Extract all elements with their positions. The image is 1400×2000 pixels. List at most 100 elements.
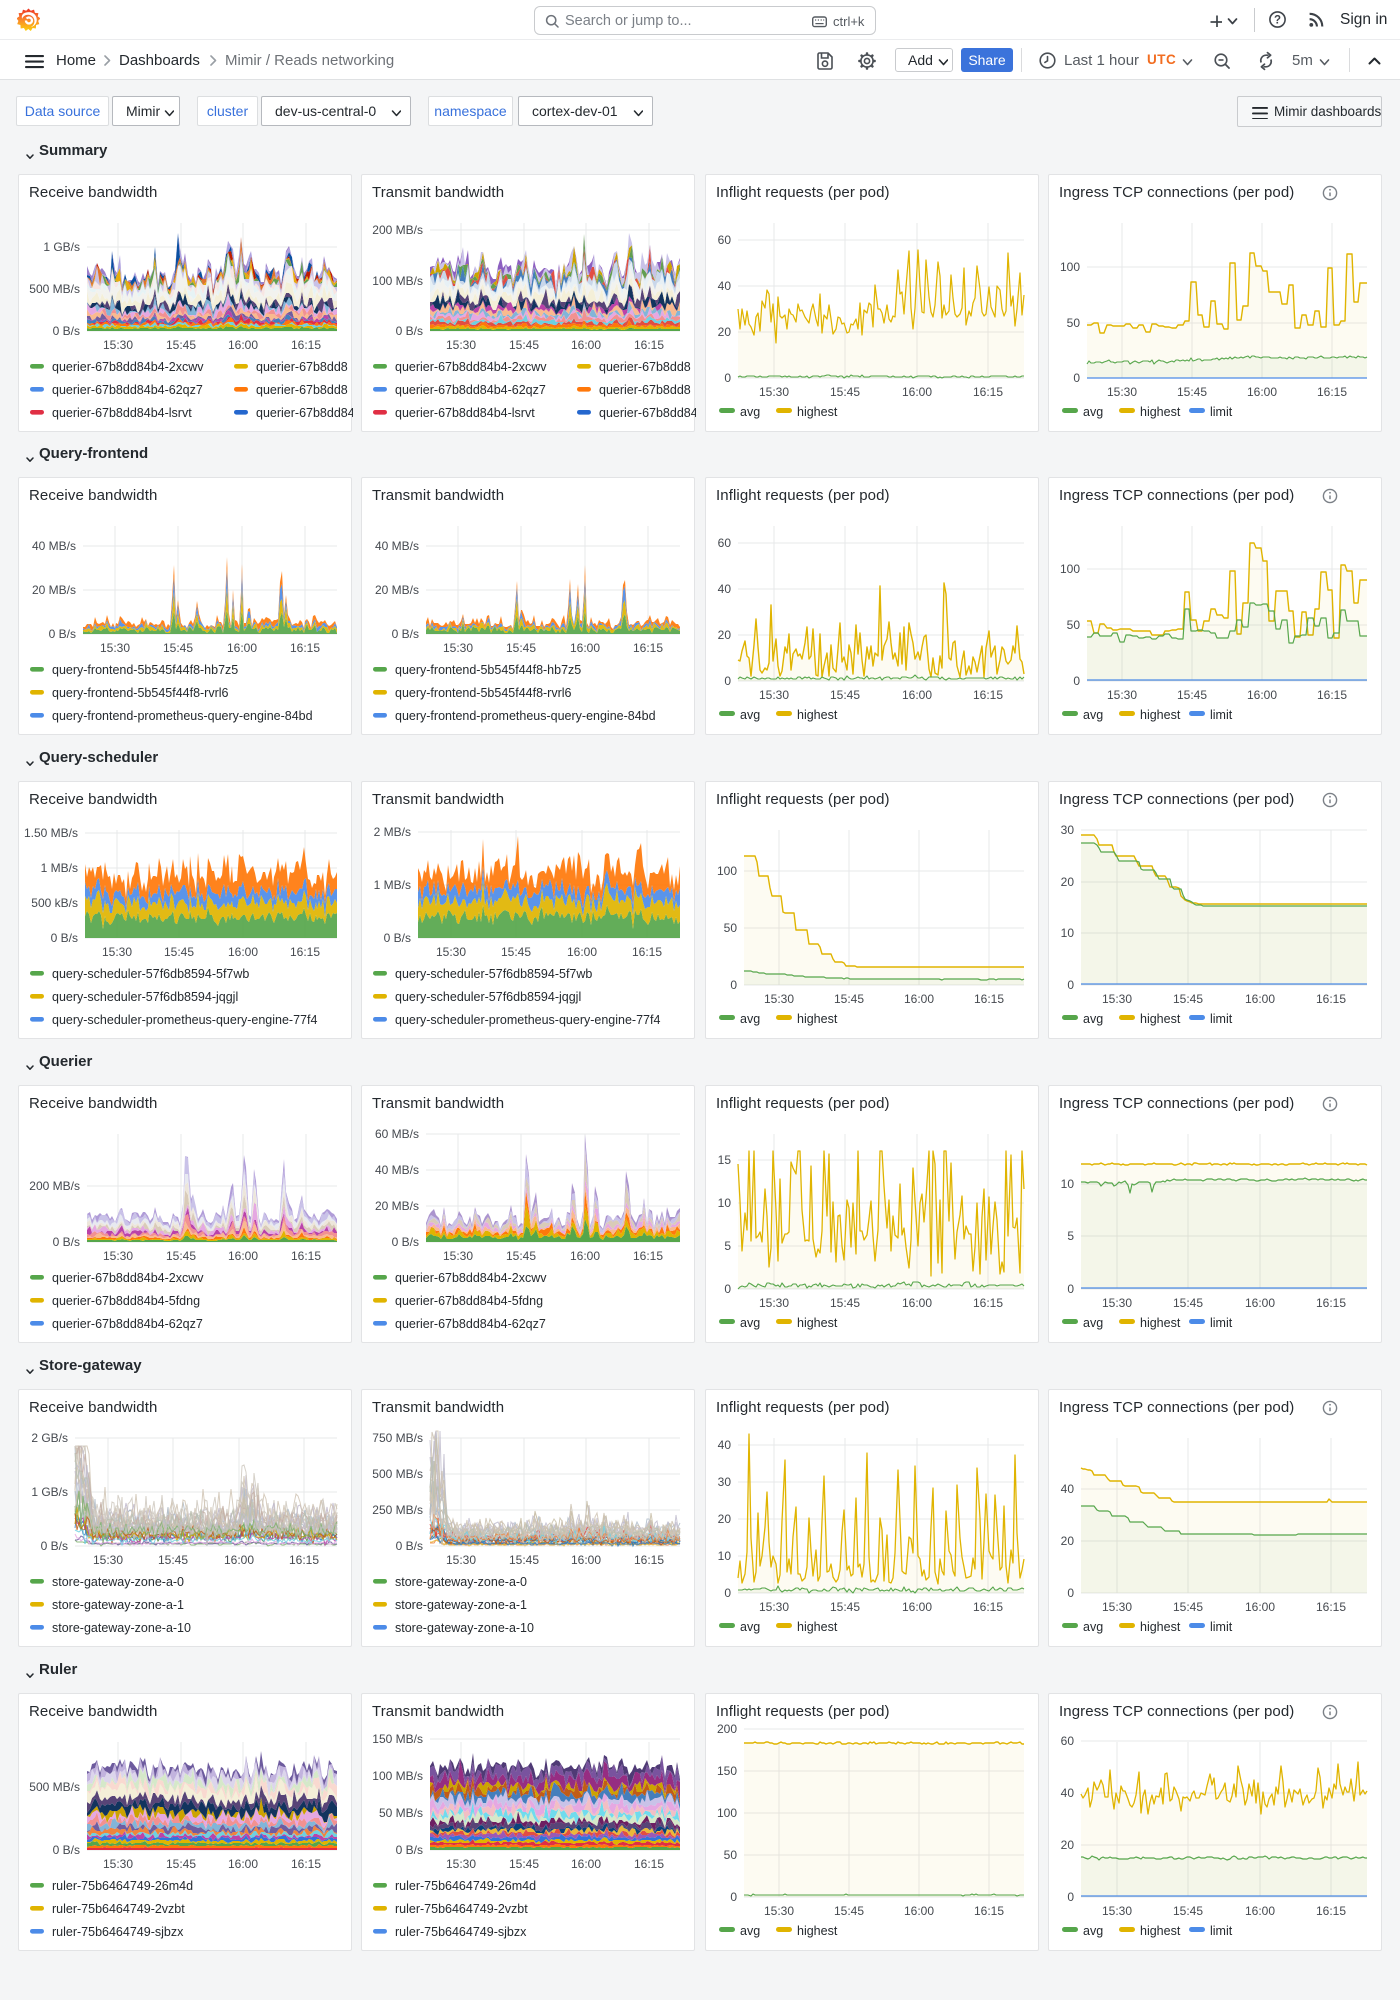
svg-text:1 GB/s: 1 GB/s xyxy=(31,1485,68,1499)
svg-text:50 MB/s: 50 MB/s xyxy=(379,1806,423,1820)
svg-text:16:00: 16:00 xyxy=(228,1857,258,1871)
svg-text:500 kB/s: 500 kB/s xyxy=(31,896,78,910)
svg-text:60: 60 xyxy=(718,536,732,550)
svg-text:20 MB/s: 20 MB/s xyxy=(375,583,419,597)
svg-text:limit: limit xyxy=(1210,405,1233,419)
svg-text:16:00: 16:00 xyxy=(571,338,601,352)
svg-text:100: 100 xyxy=(717,1806,737,1820)
svg-text:query-frontend-5b545f44f8-rvrl: query-frontend-5b545f44f8-rvrl6 xyxy=(395,686,572,700)
svg-text:10: 10 xyxy=(1061,1177,1075,1191)
svg-text:15:30: 15:30 xyxy=(100,641,130,655)
svg-text:0: 0 xyxy=(724,674,731,688)
svg-text:ruler-75b6464749-2vzbt: ruler-75b6464749-2vzbt xyxy=(52,1902,185,1916)
svg-text:16:15: 16:15 xyxy=(1317,385,1347,399)
svg-text:avg: avg xyxy=(1083,708,1103,722)
svg-text:16:00: 16:00 xyxy=(228,945,258,959)
svg-text:15:45: 15:45 xyxy=(1177,688,1207,702)
svg-text:16:15: 16:15 xyxy=(291,1249,321,1263)
svg-text:store-gateway-zone-a-0: store-gateway-zone-a-0 xyxy=(52,1575,184,1589)
svg-text:0: 0 xyxy=(1067,1586,1074,1600)
svg-text:40 MB/s: 40 MB/s xyxy=(375,1163,419,1177)
svg-text:16:15: 16:15 xyxy=(290,945,320,959)
svg-text:0 B/s: 0 B/s xyxy=(41,1539,68,1553)
svg-text:1 MB/s: 1 MB/s xyxy=(41,861,78,875)
svg-text:ruler-75b6464749-2vzbt: ruler-75b6464749-2vzbt xyxy=(395,1902,528,1916)
svg-text:30: 30 xyxy=(1061,823,1075,837)
svg-text:limit: limit xyxy=(1210,1924,1233,1938)
svg-text:avg: avg xyxy=(1083,405,1103,419)
svg-text:1 GB/s: 1 GB/s xyxy=(43,240,80,254)
svg-text:16:15: 16:15 xyxy=(974,992,1004,1006)
svg-text:20: 20 xyxy=(718,325,732,339)
svg-text:0: 0 xyxy=(730,978,737,992)
svg-text:querier-67b8dd84b4-62qz7: querier-67b8dd84b4-62qz7 xyxy=(52,1317,203,1331)
svg-text:100 MB/s: 100 MB/s xyxy=(372,274,423,288)
svg-text:15:30: 15:30 xyxy=(443,1249,473,1263)
svg-text:avg: avg xyxy=(740,708,760,722)
svg-text:15:30: 15:30 xyxy=(103,338,133,352)
svg-text:100 MB/s: 100 MB/s xyxy=(372,1769,423,1783)
svg-text:40: 40 xyxy=(718,582,732,596)
svg-text:15:45: 15:45 xyxy=(158,1553,188,1567)
svg-text:16:00: 16:00 xyxy=(227,641,257,655)
svg-text:200 MB/s: 200 MB/s xyxy=(29,1179,80,1193)
svg-text:16:15: 16:15 xyxy=(973,688,1003,702)
svg-text:limit: limit xyxy=(1210,1012,1233,1026)
svg-text:ruler-75b6464749-sjbzx: ruler-75b6464749-sjbzx xyxy=(52,1925,184,1939)
svg-text:store-gateway-zone-a-10: store-gateway-zone-a-10 xyxy=(52,1621,191,1635)
svg-text:0 B/s: 0 B/s xyxy=(392,627,419,641)
svg-text:15:45: 15:45 xyxy=(1173,1904,1203,1918)
svg-text:15:45: 15:45 xyxy=(834,1904,864,1918)
svg-text:querier-67b8dd84b4-lsrvt: querier-67b8dd84b4-lsrvt xyxy=(52,406,192,420)
svg-text:querier-67b8dd84b4-2xcwv: querier-67b8dd84b4-2xcwv xyxy=(395,360,547,374)
svg-text:15:45: 15:45 xyxy=(1177,385,1207,399)
svg-text:20: 20 xyxy=(718,1512,732,1526)
svg-text:query-scheduler-57f6db8594-5f7: query-scheduler-57f6db8594-5f7wb xyxy=(52,967,249,981)
svg-text:16:00: 16:00 xyxy=(904,992,934,1006)
svg-text:50: 50 xyxy=(724,921,738,935)
svg-text:15:45: 15:45 xyxy=(506,1249,536,1263)
svg-text:16:00: 16:00 xyxy=(902,1296,932,1310)
svg-text:16:15: 16:15 xyxy=(291,338,321,352)
svg-text:16:00: 16:00 xyxy=(1245,992,1275,1006)
svg-text:16:00: 16:00 xyxy=(228,1249,258,1263)
svg-text:16:00: 16:00 xyxy=(904,1904,934,1918)
svg-text:15:45: 15:45 xyxy=(830,1296,860,1310)
svg-text:15:45: 15:45 xyxy=(830,688,860,702)
svg-text:query-frontend-prometheus-quer: query-frontend-prometheus-query-engine-8… xyxy=(395,709,656,723)
svg-text:750 MB/s: 750 MB/s xyxy=(372,1431,423,1445)
svg-text:0 B/s: 0 B/s xyxy=(51,931,78,945)
svg-text:16:15: 16:15 xyxy=(973,1600,1003,1614)
svg-text:40: 40 xyxy=(718,279,732,293)
svg-text:16:15: 16:15 xyxy=(633,1249,663,1263)
svg-text:0: 0 xyxy=(1073,371,1080,385)
svg-text:highest: highest xyxy=(1140,1924,1181,1938)
svg-text:16:00: 16:00 xyxy=(902,1600,932,1614)
svg-text:15:30: 15:30 xyxy=(103,1249,133,1263)
svg-text:avg: avg xyxy=(740,1924,760,1938)
svg-text:10: 10 xyxy=(1061,926,1075,940)
svg-text:avg: avg xyxy=(740,1012,760,1026)
svg-text:40: 40 xyxy=(1061,1482,1075,1496)
svg-text:highest: highest xyxy=(797,1012,838,1026)
svg-text:15:45: 15:45 xyxy=(830,1600,860,1614)
svg-text:15:30: 15:30 xyxy=(93,1553,123,1567)
svg-text:store-gateway-zone-a-10: store-gateway-zone-a-10 xyxy=(395,1621,534,1635)
svg-text:15:45: 15:45 xyxy=(166,1857,196,1871)
svg-text:2 GB/s: 2 GB/s xyxy=(31,1431,68,1445)
svg-text:16:15: 16:15 xyxy=(974,1904,1004,1918)
svg-text:0 B/s: 0 B/s xyxy=(396,1843,423,1857)
svg-text:15:30: 15:30 xyxy=(446,338,476,352)
svg-text:16:00: 16:00 xyxy=(570,1249,600,1263)
svg-text:15:30: 15:30 xyxy=(1102,1904,1132,1918)
svg-text:60: 60 xyxy=(718,233,732,247)
svg-text:10: 10 xyxy=(718,1549,732,1563)
svg-text:0: 0 xyxy=(724,371,731,385)
svg-text:15:30: 15:30 xyxy=(759,1600,789,1614)
svg-text:200 MB/s: 200 MB/s xyxy=(372,223,423,237)
svg-text:avg: avg xyxy=(1083,1620,1103,1634)
svg-text:ruler-75b6464749-26m4d: ruler-75b6464749-26m4d xyxy=(52,1879,193,1893)
svg-text:15:30: 15:30 xyxy=(446,1553,476,1567)
svg-text:16:15: 16:15 xyxy=(632,945,662,959)
svg-text:16:00: 16:00 xyxy=(902,385,932,399)
